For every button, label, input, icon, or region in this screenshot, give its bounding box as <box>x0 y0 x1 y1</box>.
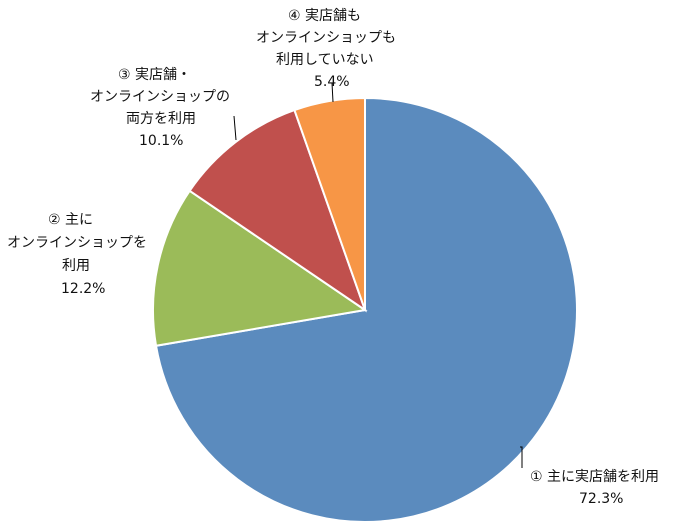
slice-label-1-line-1: ① 主に実店舗を利用 <box>530 469 659 485</box>
slice-label-1-value: 72.3% <box>579 491 623 507</box>
slice-label-4-line-1: ④ 実店舗も <box>288 8 361 24</box>
slice-label-2-value: 12.2% <box>61 281 105 297</box>
leader-line-slice-3 <box>233 115 237 141</box>
slice-label-4-value: 5.4% <box>314 74 350 90</box>
slice-label-1: ① 主に実店舗を利用 72.3% <box>530 469 659 507</box>
leader-lines <box>233 82 523 468</box>
slice-label-2-line-3: 利用 <box>62 258 90 274</box>
pie-slice-3 <box>188 108 367 313</box>
leader-line-slice-1 <box>520 446 523 468</box>
pie-slices <box>152 96 578 523</box>
slice-label-4-line-2: オンラインショップも <box>256 30 396 46</box>
slice-label-4: ④ 実店舗も オンラインショップも 利用していない 5.4% <box>256 8 396 90</box>
pie-slice-4 <box>293 96 366 311</box>
slice-label-2-line-2: オンラインショップを <box>7 235 147 251</box>
slice-label-2: ② 主に オンラインショップを 利用 12.2% <box>7 212 147 297</box>
slice-label-3-line-3: 両方を利用 <box>126 111 196 127</box>
pie-slice-2 <box>152 189 368 347</box>
slice-label-3-line-1: ③ 実店舗・ <box>118 67 191 83</box>
slice-label-3: ③ 実店舗・ オンラインショップの 両方を利用 10.1% <box>90 67 230 149</box>
leader-line-slice-4 <box>331 82 334 103</box>
slice-label-3-line-2: オンラインショップの <box>90 89 230 105</box>
slice-label-4-line-3: 利用していない <box>276 52 374 68</box>
slice-label-3-value: 10.1% <box>139 133 183 149</box>
slice-label-2-line-1: ② 主に <box>48 212 93 228</box>
